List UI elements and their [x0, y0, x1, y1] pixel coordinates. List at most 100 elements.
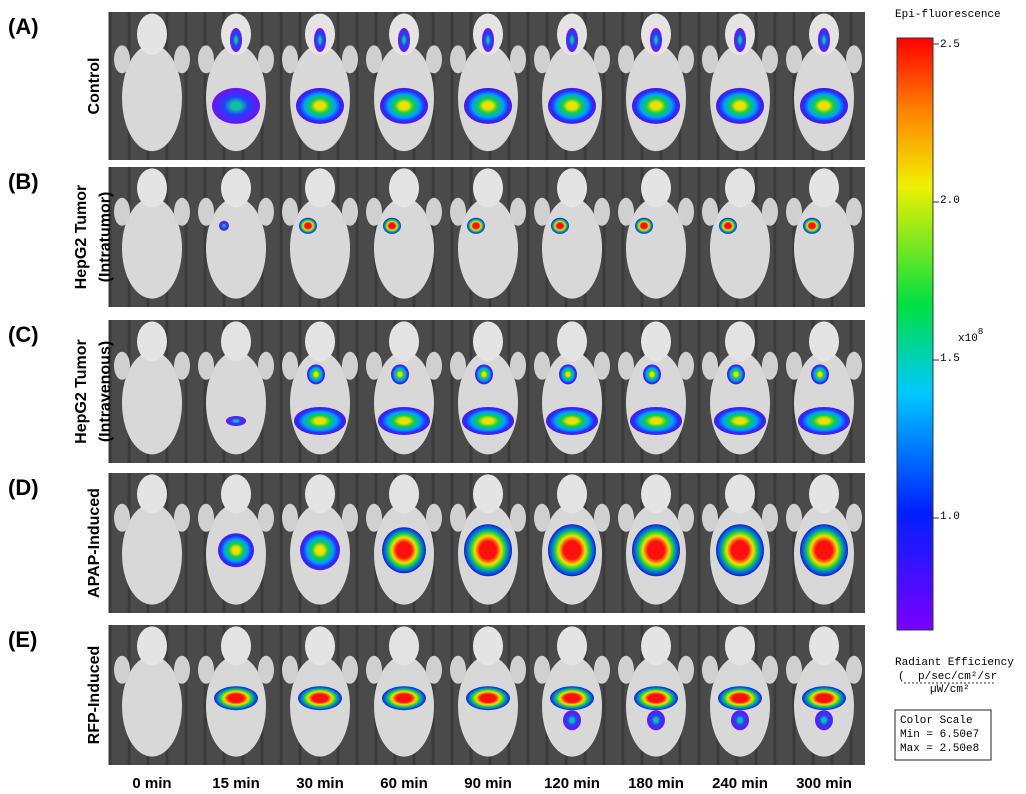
mouse-arm: [762, 45, 778, 73]
mouse-head: [305, 626, 335, 665]
mouse-arm: [618, 504, 634, 532]
mouse-head: [305, 168, 335, 207]
mouse-arm: [426, 504, 442, 532]
mouse-head: [725, 474, 755, 513]
mouse-head: [473, 626, 503, 665]
unit-denominator: µW/cm²: [930, 684, 970, 696]
mouse-arm: [534, 352, 550, 380]
multiplier: x108: [958, 327, 983, 345]
signal: [300, 530, 340, 570]
mouse-arm: [510, 198, 526, 226]
mouse-arm: [762, 352, 778, 380]
mouse-arm: [174, 656, 190, 684]
mouse-head: [221, 474, 251, 513]
mouse-head: [137, 321, 167, 361]
signal: [475, 364, 493, 384]
signal: [630, 407, 682, 435]
mouse-arm: [846, 352, 862, 380]
color-bar-tick-label: 1.0: [940, 511, 960, 523]
mouse-arm: [450, 656, 466, 684]
panel-letter: (E): [8, 627, 37, 652]
mouse-arm: [594, 656, 610, 684]
mouse-arm: [618, 45, 634, 73]
mouse-arm: [426, 352, 442, 380]
mouse-arm: [678, 504, 694, 532]
signal: [643, 364, 661, 384]
mouse-body: [206, 351, 266, 454]
color-scale-title: Color Scale: [900, 715, 973, 727]
mouse-arm: [114, 198, 130, 226]
row-label: Control: [86, 58, 103, 115]
signal: [464, 524, 512, 576]
mouse-arm: [678, 352, 694, 380]
unit-open: (: [898, 671, 905, 683]
mouse-arm: [258, 45, 274, 73]
mouse-body: [458, 198, 518, 299]
mouse-arm: [618, 352, 634, 380]
mouse-head: [389, 321, 419, 361]
row-label: APAP-Induced: [86, 488, 103, 598]
signal: [716, 524, 764, 576]
color-bar-tick-label: 2.0: [940, 195, 960, 207]
mouse-arm: [282, 45, 298, 73]
mouse-arm: [174, 198, 190, 226]
signal: [212, 88, 260, 124]
signal: [563, 710, 581, 730]
signal: [716, 88, 764, 124]
time-label: 90 min: [464, 775, 512, 792]
unit-title: Radiant Efficiency: [895, 657, 1014, 669]
signal: [802, 686, 846, 710]
signal: [798, 407, 850, 435]
time-label: 180 min: [628, 775, 684, 792]
mouse-head: [221, 321, 251, 361]
unit-numerator: p/sec/cm²/sr: [918, 671, 997, 683]
mouse-arm: [678, 656, 694, 684]
mouse-head: [641, 474, 671, 513]
mouse-arm: [174, 45, 190, 73]
mouse-arm: [282, 504, 298, 532]
mouse-arm: [342, 504, 358, 532]
mouse-body: [122, 504, 182, 605]
mouse-body: [290, 198, 350, 299]
mouse-arm: [786, 45, 802, 73]
mouse-arm: [114, 504, 130, 532]
mouse-arm: [342, 352, 358, 380]
mouse-arm: [846, 45, 862, 73]
mouse-arm: [426, 656, 442, 684]
mouse-arm: [846, 656, 862, 684]
signal: [800, 88, 848, 124]
signal: [650, 28, 662, 52]
signal: [803, 218, 821, 234]
signal: [548, 88, 596, 124]
mouse-body: [122, 198, 182, 299]
mouse-arm: [282, 352, 298, 380]
mouse-arm: [594, 198, 610, 226]
signal: [214, 686, 258, 710]
mouse-arm: [114, 352, 130, 380]
mouse-arm: [786, 352, 802, 380]
mouse-arm: [846, 504, 862, 532]
signal: [718, 686, 762, 710]
mouse-arm: [702, 45, 718, 73]
mouse-head: [725, 626, 755, 665]
signal: [307, 364, 325, 384]
signal: [559, 364, 577, 384]
mouse-head: [473, 321, 503, 361]
mouse-head: [557, 474, 587, 513]
signal: [546, 407, 598, 435]
mouse-head: [137, 626, 167, 665]
mouse-head: [809, 474, 839, 513]
mouse-arm: [702, 656, 718, 684]
time-label: 240 min: [712, 775, 768, 792]
signal: [800, 524, 848, 576]
signal: [462, 407, 514, 435]
signal: [550, 686, 594, 710]
mouse-arm: [282, 198, 298, 226]
signal: [218, 533, 254, 567]
signal: [635, 218, 653, 234]
mouse-arm: [174, 352, 190, 380]
mouse-body: [794, 198, 854, 299]
mouse-arm: [534, 504, 550, 532]
signal: [548, 524, 596, 576]
mouse-head: [305, 321, 335, 361]
